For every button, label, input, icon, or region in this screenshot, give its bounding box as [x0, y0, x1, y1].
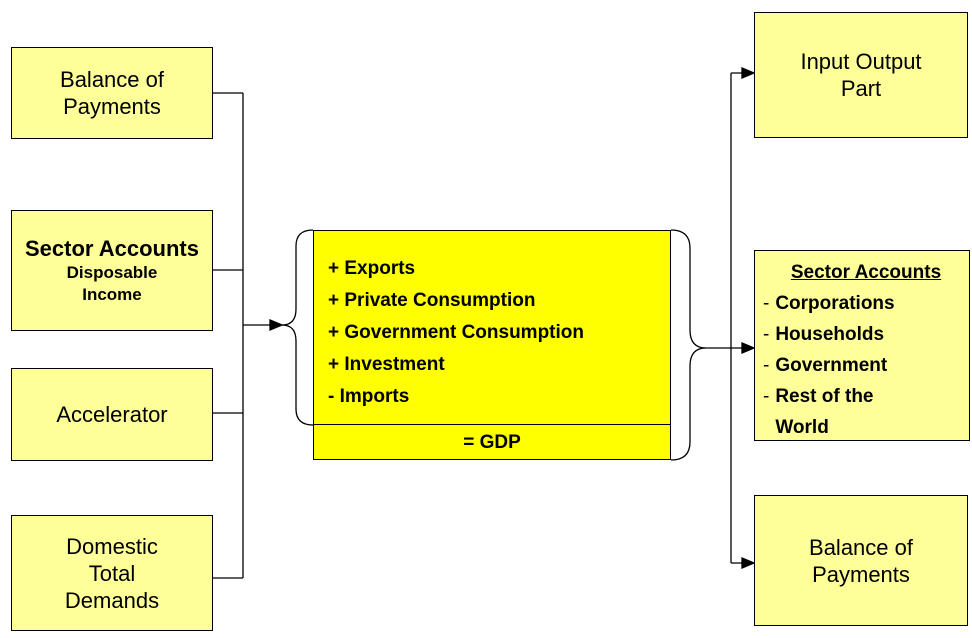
label: Payments: [63, 94, 161, 119]
arrowhead: [741, 557, 756, 569]
arrowhead: [269, 319, 284, 331]
label: Total: [88, 560, 136, 586]
bullet: -: [763, 293, 770, 314]
box: Balance of Payments: [11, 47, 213, 139]
label: Part: [840, 76, 882, 101]
label: Disposable: [66, 263, 158, 282]
label: Balance of: [809, 534, 913, 560]
item: + Investment: [328, 354, 445, 375]
label: Balance of: [60, 67, 164, 92]
label: Payments: [812, 561, 910, 587]
box: Domestic Total Demands: [11, 515, 213, 631]
label: Input Output: [800, 49, 922, 74]
arrowhead: [741, 67, 756, 79]
bullet: -: [763, 324, 770, 345]
box: Accelerator: [11, 368, 213, 461]
label: Domestic: [66, 533, 158, 559]
item: Corporations: [775, 293, 895, 314]
title: Sector Accounts: [790, 262, 942, 283]
item: Households: [775, 324, 885, 345]
item: - Imports: [328, 386, 410, 407]
label: Accelerator: [56, 402, 168, 427]
right-brace: [670, 229, 707, 461]
item: + Exports: [328, 258, 416, 279]
item: Government: [775, 355, 888, 376]
item: + Government Consumption: [328, 322, 584, 343]
left-connector: [213, 92, 272, 579]
label: Sector Accounts: [24, 236, 199, 261]
label: Demands: [64, 587, 160, 613]
arrowhead: [741, 342, 756, 354]
bullet: -: [763, 386, 770, 407]
box: Sector Accounts Disposable Income: [11, 210, 213, 331]
box: Balance of Payments: [754, 495, 968, 626]
total: = GDP: [314, 424, 670, 461]
box: Sector Accounts - Corporations - Household…: [754, 250, 970, 441]
label: Income: [82, 285, 142, 304]
item: Rest of the World: [775, 386, 874, 438]
item: + Private Consumption: [328, 290, 536, 311]
right-connector: [706, 72, 744, 564]
box: Input Output Part: [754, 12, 968, 138]
bullet: -: [763, 355, 770, 376]
gdp-box: + Exports + Private Consumption + Govern…: [313, 230, 671, 460]
left-brace: [281, 229, 314, 426]
